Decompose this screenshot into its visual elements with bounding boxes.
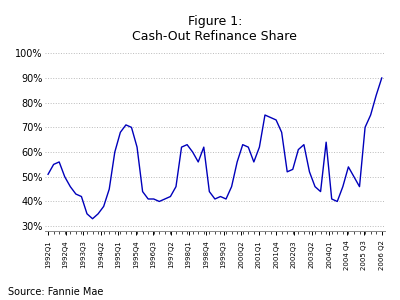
Text: Source: Fannie Mae: Source: Fannie Mae — [8, 287, 103, 297]
Title: Figure 1:
Cash-Out Refinance Share: Figure 1: Cash-Out Refinance Share — [132, 15, 297, 43]
